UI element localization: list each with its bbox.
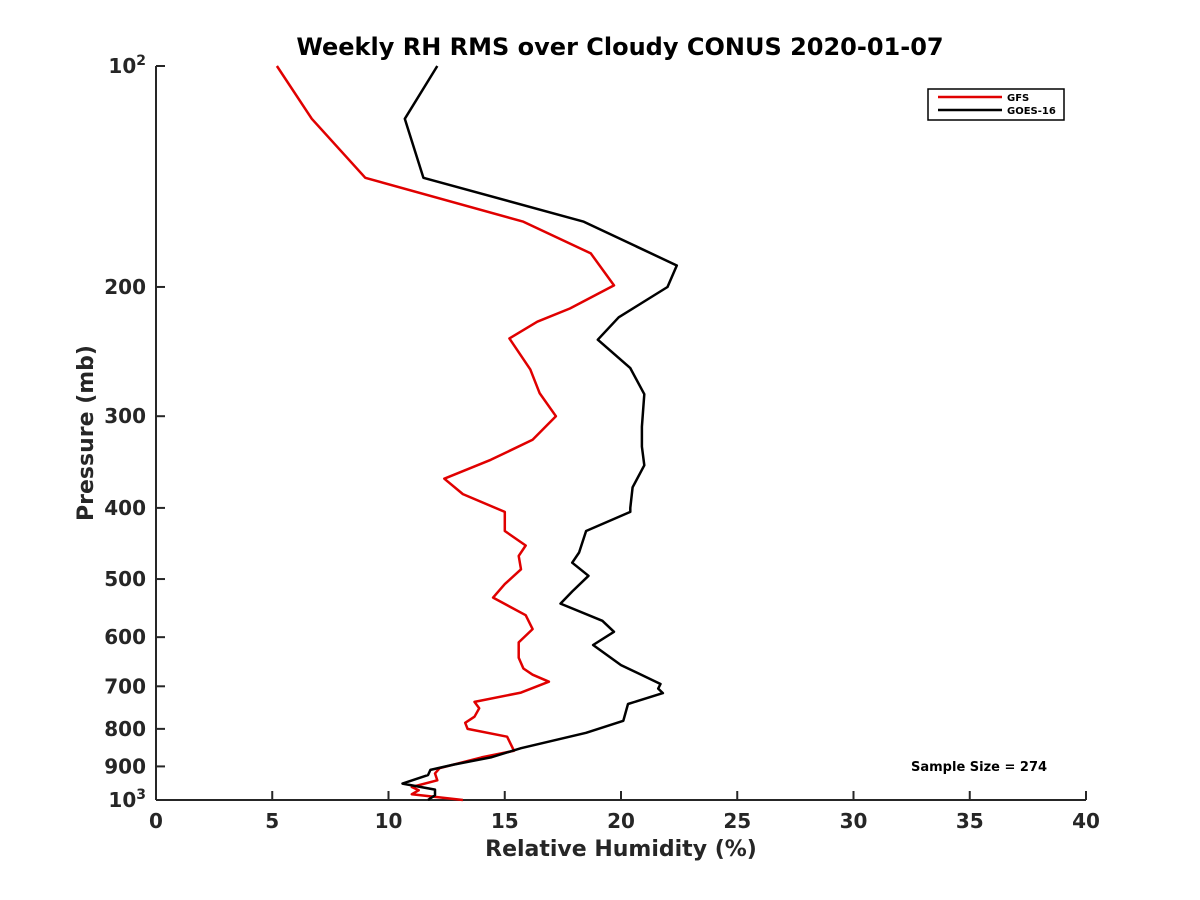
x-tick-label: 5 (265, 809, 279, 833)
y-tick-label: 102 (108, 53, 146, 78)
y-tick-label: 400 (104, 496, 146, 520)
x-ticks: 0 5 10 15 20 25 30 35 40 (149, 791, 1100, 833)
series-group (275, 65, 679, 802)
y-tick-label: 600 (104, 625, 146, 649)
y-tick-label: 800 (104, 717, 146, 741)
y-tick-label: 500 (104, 567, 146, 591)
legend-box (927, 88, 1065, 121)
x-tick-label: 30 (840, 809, 868, 833)
axes (155, 66, 1086, 801)
x-axis-label: Relative Humidity (%) (485, 837, 757, 862)
x-tick-label: 10 (375, 809, 403, 833)
x-tick-label: 40 (1072, 809, 1100, 833)
series-line-gfs (275, 65, 616, 802)
y-tick-label: 700 (104, 674, 146, 698)
y-axis-label: Pressure (mb) (74, 345, 99, 521)
legend-label-goes16: GOES-16 (1007, 106, 1056, 117)
series-line-goes-16 (401, 65, 679, 802)
x-tick-label: 15 (491, 809, 519, 833)
sample-size-annotation: Sample Size = 274 (911, 760, 1047, 775)
x-tick-label: 20 (607, 809, 635, 833)
y-tick-label: 103 (108, 787, 146, 812)
legend: GFS GOES-16 (927, 88, 1065, 121)
x-tick-label: 25 (723, 809, 751, 833)
y-ticks: 102 200 300 400 500 600 700 800 900 103 (104, 53, 165, 812)
x-tick-label: 0 (149, 809, 163, 833)
legend-label-gfs: GFS (1007, 93, 1029, 104)
x-tick-label: 35 (956, 809, 984, 833)
y-tick-label: 300 (104, 404, 146, 428)
chart-title: Weekly RH RMS over Cloudy CONUS 2020-01-… (296, 33, 943, 61)
y-tick-label: 900 (104, 754, 146, 778)
y-tick-label: 200 (104, 275, 146, 299)
